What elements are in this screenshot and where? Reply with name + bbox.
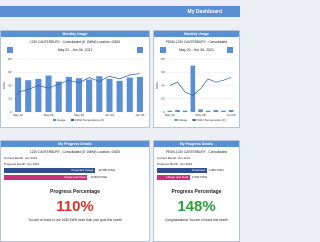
bar [65,76,72,112]
page-title: My Dashboard [187,9,222,15]
bar [35,78,42,112]
panel-header: My Progress Details [154,141,239,147]
site-name: 1230 CANTERBURY - Consolidated (E 15MW) … [29,150,121,154]
bar [55,81,62,112]
bar [45,75,52,112]
temperature-line [169,77,232,96]
temperature-line [17,73,140,93]
x-tick-label: Jun 03 [105,113,114,117]
progress-value: 1,000 KWH [191,175,208,179]
bar [175,110,180,112]
current-month: Current Month: Jun 2021 [157,156,191,160]
site-name: 1230 CANTERBURY - Consolidated (E 15MW) … [29,40,121,44]
top-bar: My Dashboard [0,6,240,17]
bar [96,76,103,112]
date-range-text: May 20 - Jun 06, 2021 [179,48,214,52]
bar [106,78,113,112]
date-range-text: May 22 - Jun 06, 2021 [57,48,93,52]
legend-label: Usage [179,118,188,122]
progress-panel: My Progress Details 1230 CANTERBURY - Con… [0,140,150,242]
progress-bar: Projected [157,168,207,173]
panel-header: Monthly Usage [154,31,239,37]
bar [228,110,234,112]
legend-label: KWH Temperature (F) [197,118,226,122]
progress-month: Progress Month: Jun 2021 [157,162,193,166]
progress-month: Progress Month: Jun 2021 [4,162,40,166]
usage-chart: KWH 0 20 40 60 80 May 20 May 28 Jun 06 Usage KWH T… [155,57,236,122]
legend-label: KWH Temperature (F) [75,118,104,122]
x-tick-label: May 26 [44,113,54,117]
page: My Dashboard Monthly Usage 1230 CANTERBUR… [0,6,240,242]
legend-label: Usage [57,118,66,122]
x-tick-label: May 28 [196,113,206,117]
y-axis-label: KWH [2,82,6,89]
progress-panel: My Progress Details PENN-1230 CANTERBURY … [153,140,240,242]
legend-swatch [192,119,196,121]
progress-row: Projected 1,480 KWH [157,168,236,173]
bar [221,110,226,112]
progress-value: 11,880 KWH [98,168,116,172]
chart-panel: Monthly Usage 1230 CANTERBURY - Consolida… [0,30,150,128]
x-tick-label: Jun 06 [135,113,144,117]
progress-bar: Usage and Goal [4,175,88,180]
chart-panel: Monthly Usage PENN-1230 CANTERBURY - Cons… [153,30,240,128]
progress-row: Usage and Goal 1,000 KWH [157,175,236,180]
bar [167,110,173,112]
progress-row: Projected Usage 11,880 KWH [4,168,146,173]
progress-bar: Usage and Goal [157,175,191,180]
panel-header: My Progress Details [1,141,149,147]
y-tick-label: 60 [161,70,165,74]
bar [75,78,83,112]
progress-value: 1,480 KWH [208,168,224,172]
date-range: May 22 - Jun 06, 2021 [1,47,149,53]
y-tick-label: 20 [161,97,165,101]
bar [213,110,219,112]
bar [25,80,32,112]
prev-button[interactable] [160,47,166,53]
bar [198,109,203,112]
prev-button[interactable] [7,47,13,53]
usage-chart: KWH 0 20 40 60 80 May 22 May 26 May 30 Jun 03 Jun … [2,57,145,122]
current-month: Current Month: Jun 2021 [4,156,38,160]
progress-row: Usage and Goal 10,800 KWH [4,175,146,180]
progress-bar: Projected Usage [4,168,96,173]
next-button[interactable] [227,47,233,53]
y-tick-label: 60 [8,70,12,74]
y-tick-label: 0 [10,110,12,114]
bar [86,79,93,112]
bar [15,77,22,112]
x-tick-label: May 22 [13,113,23,117]
progress-percent: 148% [177,198,216,215]
y-tick-label: 80 [8,57,12,61]
y-tick-label: 40 [161,83,165,87]
legend-swatch [71,119,74,121]
x-tick-label: May 20 [165,113,175,117]
progress-message: Congratulations! You are on track this m… [165,218,228,222]
progress-value: 10,800 KWH [90,175,108,179]
legend-swatch [174,119,178,121]
bar [190,65,196,112]
x-tick-label: Jun 06 [227,113,236,117]
progress-message: You are on track to use 1080 KWH more th… [28,218,122,222]
progress-heading: Progress Percentage [49,189,101,195]
bar [126,77,133,112]
progress-percent: 110% [56,198,94,215]
bar [182,110,188,112]
y-axis-label: KWH [155,82,159,89]
y-tick-label: 80 [161,57,165,61]
next-button[interactable] [137,47,143,53]
progress-heading: Progress Percentage [171,189,222,195]
panel-header: Monthly Usage [1,31,149,37]
site-name: PENN-1230 CANTERBURY - Consolidated [165,40,228,44]
x-tick-label: May 30 [74,113,84,117]
bar [205,110,211,112]
site-name: PENN-1230 CANTERBURY - Consolidated [165,150,228,154]
y-tick-label: 20 [8,97,12,101]
bar [116,80,123,112]
date-range: May 20 - Jun 06, 2021 [154,47,239,53]
y-tick-label: 0 [163,110,165,114]
legend-swatch [53,119,56,121]
bar [136,76,143,112]
y-tick-label: 40 [8,83,12,87]
